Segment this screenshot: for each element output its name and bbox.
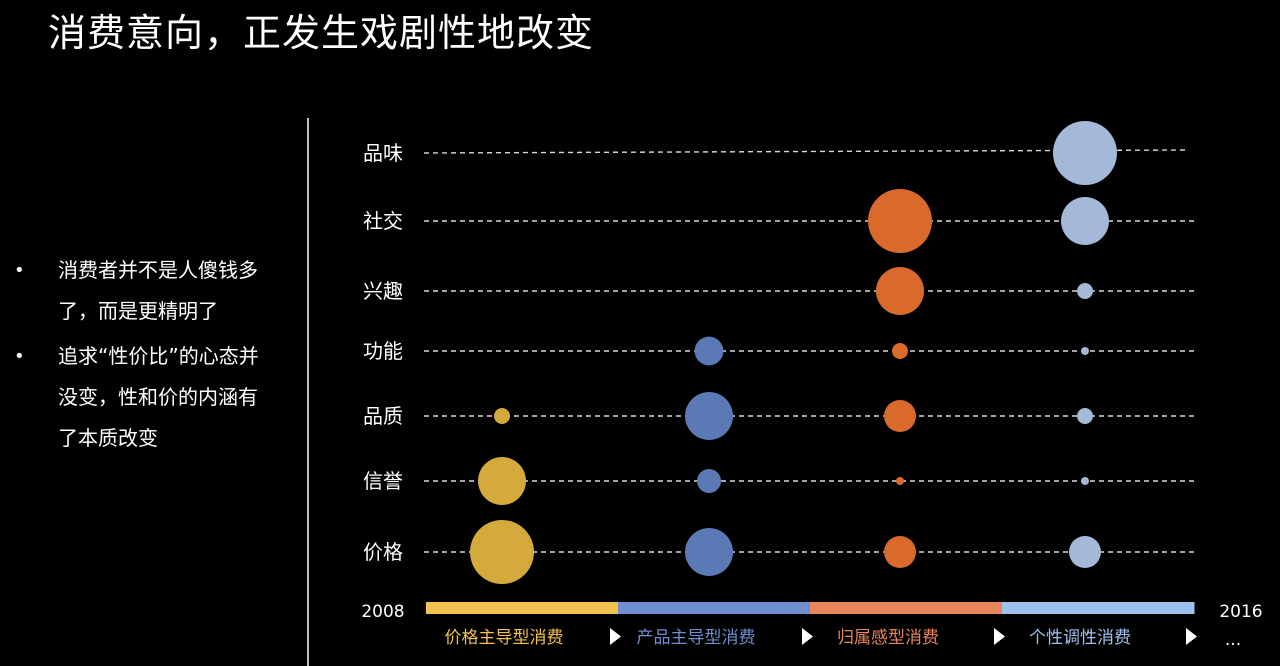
data-bubble xyxy=(685,392,733,440)
row-label: 社交 xyxy=(363,209,403,233)
data-bubble xyxy=(1077,283,1093,299)
bullet-item: • 消费者并不是人傻钱多了，而是更精明了 xyxy=(14,250,284,332)
bullet-text: 追求“性价比”的心态并没变，性和价的内涵有了本质改变 xyxy=(58,344,259,450)
row-guide-line xyxy=(423,149,1189,154)
data-bubble xyxy=(892,343,908,359)
data-bubble xyxy=(1081,347,1089,355)
data-bubble xyxy=(1069,536,1101,568)
phase-label: 归属感型消费 xyxy=(837,628,939,648)
bullet-text: 消费者并不是人傻钱多了，而是更精明了 xyxy=(58,258,258,323)
phase-label: 产品主导型消费 xyxy=(637,628,756,648)
phase-label: 个性调性消费 xyxy=(1029,628,1131,648)
bullet-dot-icon: • xyxy=(14,260,25,281)
data-bubble xyxy=(884,400,916,432)
row-label: 兴趣 xyxy=(363,279,403,303)
bullet-list: • 消费者并不是人傻钱多了，而是更精明了 • 追求“性价比”的心态并没变，性和价… xyxy=(14,250,284,463)
more-label: ... xyxy=(1225,630,1241,650)
phase-label: 价格主导型消费 xyxy=(445,628,564,648)
row-label: 价格 xyxy=(363,540,403,564)
data-bubble xyxy=(896,477,904,485)
timeline-segment xyxy=(810,602,1003,614)
data-bubble xyxy=(694,336,724,366)
arrow-right-icon xyxy=(802,628,813,645)
vertical-divider xyxy=(307,118,309,666)
row-label: 信誉 xyxy=(363,469,403,493)
bullet-dot-icon: • xyxy=(14,346,25,367)
start-year-label: 2008 xyxy=(361,602,404,622)
data-bubble xyxy=(685,528,733,576)
end-year-label: 2016 xyxy=(1219,602,1262,622)
data-bubble xyxy=(868,189,932,253)
arrow-right-icon xyxy=(610,628,621,645)
row-label: 功能 xyxy=(363,339,403,363)
timeline-segment xyxy=(1002,602,1195,614)
data-bubble xyxy=(697,469,721,493)
data-bubble xyxy=(884,536,916,568)
bullet-item: • 追求“性价比”的心态并没变，性和价的内涵有了本质改变 xyxy=(14,336,284,459)
row-label: 品质 xyxy=(363,404,403,428)
data-bubble xyxy=(1077,408,1093,424)
data-bubble xyxy=(470,520,534,584)
timeline-segment xyxy=(618,602,811,614)
data-bubble xyxy=(1081,477,1089,485)
row-label: 品味 xyxy=(363,141,403,165)
timeline-segment xyxy=(426,602,619,614)
data-bubble xyxy=(478,457,526,505)
arrow-right-icon xyxy=(994,628,1005,645)
data-bubble xyxy=(1061,197,1109,245)
slide-title: 消费意向，正发生戏剧性地改变 xyxy=(48,11,595,55)
arrow-right-icon xyxy=(1186,628,1197,645)
data-bubble xyxy=(876,267,924,315)
data-bubble xyxy=(1053,121,1117,185)
data-bubble xyxy=(494,408,510,424)
